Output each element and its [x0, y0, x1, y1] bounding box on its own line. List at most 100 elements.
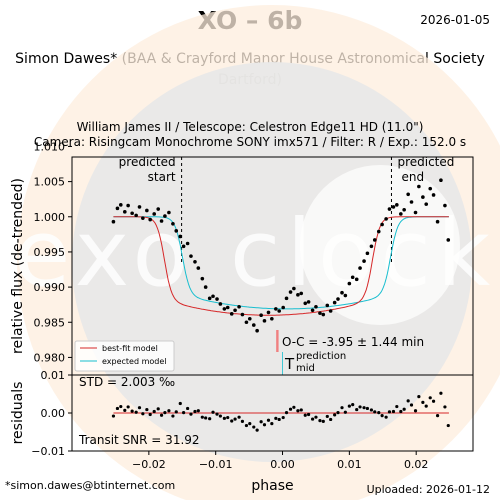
y-tick-label: 0.980 [34, 351, 66, 364]
residual-point [424, 404, 428, 408]
data-point [421, 195, 425, 199]
data-point [130, 211, 134, 216]
data-point [409, 200, 414, 204]
data-point [266, 310, 271, 315]
data-point [218, 302, 223, 306]
data-point [395, 203, 399, 207]
data-point [185, 241, 190, 246]
std-label: STD = 2.003 ‰ [79, 375, 175, 389]
tmid-superscript: prediction [296, 351, 346, 362]
residual-point [377, 411, 381, 415]
exoclock-watermark: exo clock [14, 5, 500, 500]
legend-label: best-fit model [102, 344, 158, 353]
residual-point [277, 417, 281, 422]
data-point [292, 286, 296, 291]
residual-point [336, 411, 340, 415]
residual-point [351, 403, 355, 407]
data-point [435, 219, 440, 224]
main-panel: 0.980 0.985 0.990 0.995 1.000 1.005 1.010 relat… [10, 140, 474, 376]
residual-point [222, 416, 226, 420]
y-tick-label: 1.000 [34, 211, 66, 224]
x-tick-label: 0.00 [270, 458, 295, 471]
data-point [399, 212, 403, 216]
data-point [122, 210, 127, 214]
residual-point [145, 407, 149, 412]
oc-marker [276, 330, 279, 352]
y-tick-label: −0.01 [31, 445, 65, 458]
data-point [262, 319, 267, 323]
residual-point [123, 408, 127, 412]
y-tick-label: 0.00 [41, 407, 66, 420]
data-point [148, 217, 152, 222]
data-point [310, 308, 315, 313]
data-point [237, 304, 241, 309]
residual-point [211, 410, 215, 414]
telescope-info: William James II / Telescope: Celestron … [76, 120, 424, 134]
residual-point [380, 414, 384, 418]
data-point [255, 328, 259, 333]
predicted-start-label: start [148, 170, 176, 184]
residual-point [178, 401, 182, 406]
data-point [167, 210, 171, 215]
residual-point [387, 410, 392, 414]
residual-point [126, 405, 130, 409]
predicted-start-label: predicted [119, 155, 176, 169]
data-point [178, 234, 183, 239]
data-point [207, 296, 212, 301]
best-fit-model-line [113, 216, 449, 316]
data-point [156, 207, 161, 211]
residual-point [311, 417, 315, 421]
tmid-label: T [284, 355, 295, 373]
data-point [318, 311, 322, 315]
camera-info: Camera: Risingcam Monochrome SONY imx571… [33, 135, 467, 149]
data-point [211, 294, 215, 299]
residual-point [167, 409, 171, 413]
residual-point [296, 409, 300, 413]
data-point [406, 192, 410, 197]
residual-point [421, 400, 425, 404]
data-point [126, 203, 130, 208]
data-point [428, 186, 433, 191]
data-point [196, 266, 201, 270]
residual-point [182, 411, 186, 415]
x-axis-label: phase [251, 478, 293, 494]
snr-label: Transit SNR = 31.92 [78, 433, 200, 447]
upload-date: Uploaded: 2026-01-12 [366, 483, 490, 496]
x-tick-label: 0.01 [337, 458, 362, 471]
data-point [340, 290, 344, 295]
data-point [299, 291, 304, 296]
data-point [159, 219, 164, 223]
residual-point [119, 404, 123, 409]
residual-point [266, 418, 271, 422]
residual-point [252, 425, 256, 429]
residual-point [130, 409, 134, 413]
data-point [321, 312, 326, 317]
data-point [376, 229, 381, 234]
residual-point [402, 407, 406, 411]
watermark-text: exo clock [14, 200, 496, 307]
data-point [233, 308, 237, 313]
residual-point [395, 404, 399, 409]
data-point [163, 214, 167, 218]
residual-point [193, 409, 197, 414]
data-point [193, 259, 197, 264]
data-point [336, 297, 340, 301]
y-axis-label: relative flux (de-trended) [10, 178, 26, 354]
residual-point [406, 399, 410, 403]
predicted-end-label: predicted [397, 155, 454, 169]
residual-point [314, 415, 318, 419]
data-point [247, 316, 252, 321]
expected-model-line [113, 216, 449, 310]
residual-point [443, 405, 447, 409]
residual-point [329, 417, 333, 422]
data-point [387, 207, 392, 211]
residual-point [233, 417, 237, 421]
data-point [171, 222, 175, 226]
data-point [244, 320, 249, 325]
data-point [240, 312, 245, 317]
residual-point [413, 409, 418, 413]
residual-point [186, 406, 190, 411]
data-point [141, 216, 145, 220]
data-point [413, 210, 418, 215]
